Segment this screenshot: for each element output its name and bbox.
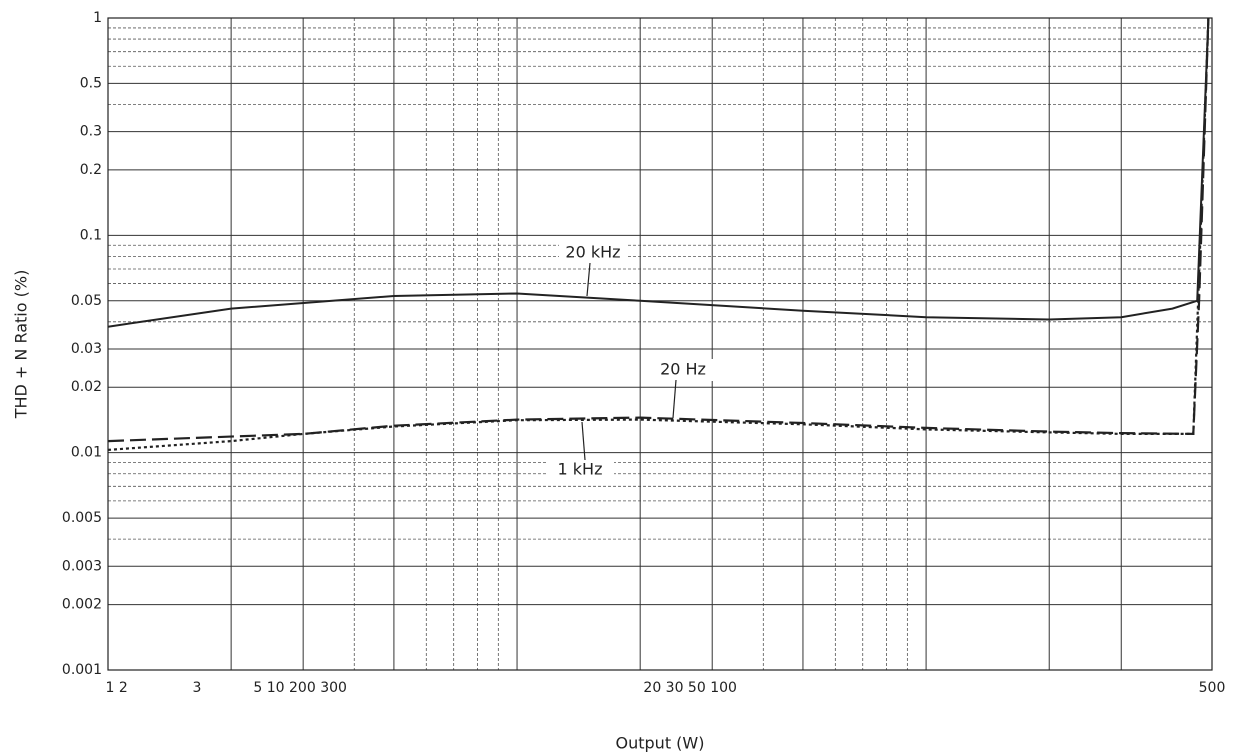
plot-frame [107, 17, 1213, 671]
y-tick-label: 0.05 [71, 293, 102, 309]
y-tick-label: 0.5 [80, 75, 102, 91]
series-label: 20 Hz [660, 360, 706, 379]
x-tick-label: 500 [1199, 680, 1226, 696]
label-bg [649, 359, 717, 381]
y-tick-label: 0.1 [80, 227, 102, 243]
series-label: 1 kHz [558, 460, 603, 479]
label-bg [546, 459, 614, 481]
y-tick-label: 1 [93, 10, 102, 26]
y-tick-label: 0.002 [62, 597, 102, 613]
y-axis-label: THD + N Ratio (%) [12, 270, 31, 420]
series-line [107, 17, 1210, 451]
x-tick-label: 5 10 200 300 [253, 680, 347, 696]
series-label: 20 kHz [565, 243, 620, 262]
y-tick-label: 0.02 [71, 379, 102, 395]
leader-line [581, 421, 586, 461]
leader-line [586, 262, 591, 297]
y-tick-label: 0.2 [80, 162, 102, 178]
y-tick-label: 0.01 [71, 445, 102, 461]
label-bg [559, 242, 627, 264]
x-tick-label: 20 30 50 100 [643, 680, 737, 696]
y-tick-label: 0.03 [71, 341, 102, 357]
series-line [107, 17, 1210, 328]
y-tick-label: 0.3 [80, 124, 102, 140]
x-tick-label: 1 2 [106, 680, 128, 696]
y-tick-label: 0.001 [62, 662, 102, 678]
x-tick-label: 3 [192, 680, 201, 696]
x-axis-label: Output (W) [616, 734, 705, 753]
y-tick-label: 0.005 [62, 510, 102, 526]
y-tick-label: 0.003 [62, 558, 102, 574]
leader-line [672, 379, 677, 419]
